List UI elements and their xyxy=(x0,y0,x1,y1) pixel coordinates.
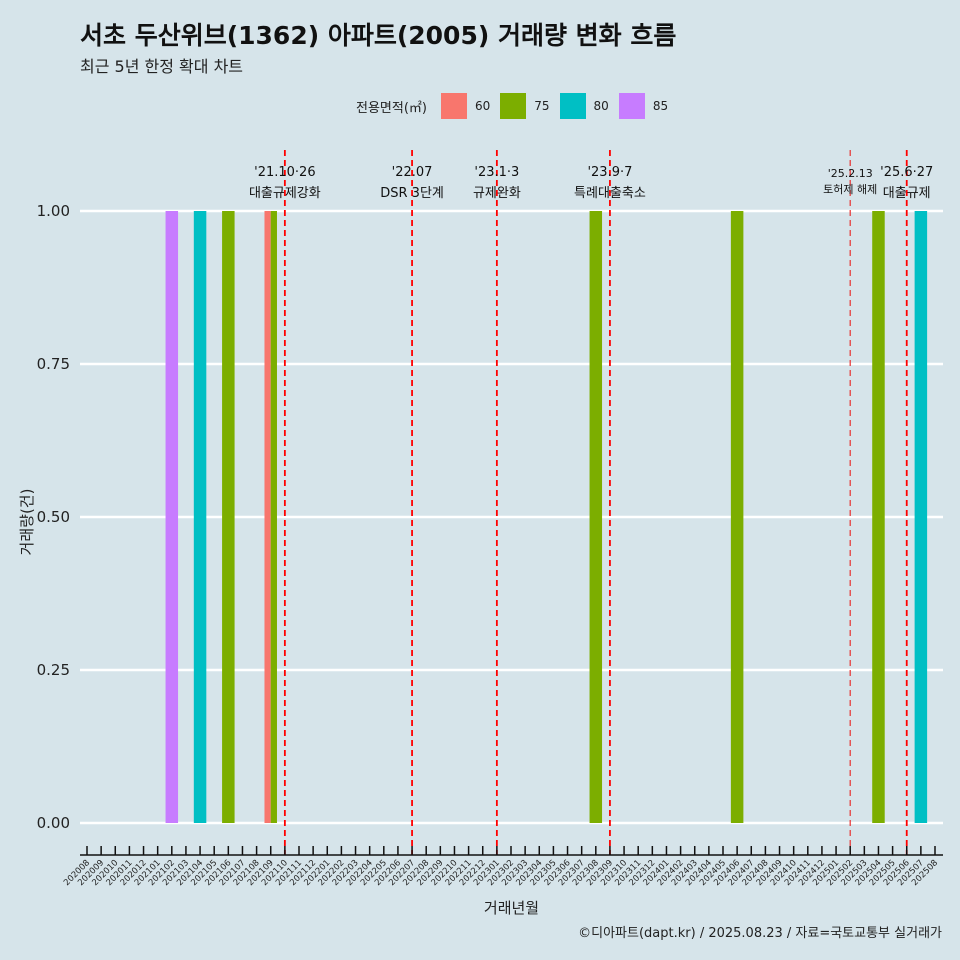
legend-label-60: 60 xyxy=(474,99,491,113)
y-axis-title: 거래량(건) xyxy=(18,489,36,556)
y-tick-label: 0.50 xyxy=(37,508,70,526)
bar-75-202504 xyxy=(872,211,885,823)
legend-swatch-80 xyxy=(559,93,586,119)
event-date: '22.07 xyxy=(392,165,433,180)
event-label: DSR 3단계 xyxy=(380,186,444,201)
event-date: '23.9·7 xyxy=(587,165,632,180)
event-label: 대출규제 xyxy=(883,186,931,201)
bar-75-202106 xyxy=(222,211,235,823)
bar-85-202102 xyxy=(165,211,179,823)
legend-swatch-85 xyxy=(618,93,645,119)
chart-title: 서초 두산위브(1362) 아파트(2005) 거래량 변화 흐름 xyxy=(80,21,677,50)
event-date: '25.6·27 xyxy=(880,165,933,180)
legend-label-85: 85 xyxy=(652,99,669,113)
legend: 전용면적(㎡) 60 75 80 85 xyxy=(356,93,668,119)
y-tick-label: 0.25 xyxy=(37,661,70,679)
event-label: 특례대출축소 xyxy=(574,186,646,201)
legend-label-80: 80 xyxy=(593,99,609,113)
event-date: '21.10·26 xyxy=(254,165,315,180)
event-label: 대출규제강화 xyxy=(249,186,321,201)
x-axis-title: 거래년월 xyxy=(484,899,539,917)
caption: ©디아파트(dapt.kr) / 2025.08.23 / 자료=국토교통부 실… xyxy=(578,926,942,941)
legend-swatch-60 xyxy=(440,93,467,119)
y-tick-label: 0.00 xyxy=(37,814,70,832)
legend-title: 전용면적(㎡) xyxy=(356,100,427,116)
bar-60-202109 xyxy=(264,211,271,823)
bar-75-202308 xyxy=(589,211,603,823)
legend-label-75: 75 xyxy=(534,99,550,113)
event-label: 토허제 해제 xyxy=(823,182,877,196)
chart-subtitle: 최근 5년 한정 확대 차트 xyxy=(80,57,244,76)
y-tick-label: 0.75 xyxy=(37,355,70,373)
event-date: '23.1·3 xyxy=(474,165,519,180)
event-date: '25.2.13 xyxy=(828,167,873,180)
bar-80-202104 xyxy=(193,211,207,823)
bar-80-202507 xyxy=(914,211,928,823)
legend-swatch-75 xyxy=(500,93,527,119)
event-label: 규제완화 xyxy=(473,186,521,201)
bar-75-202109 xyxy=(270,211,277,823)
bar-75-202406 xyxy=(730,211,744,823)
y-tick-label: 1.00 xyxy=(37,202,70,220)
